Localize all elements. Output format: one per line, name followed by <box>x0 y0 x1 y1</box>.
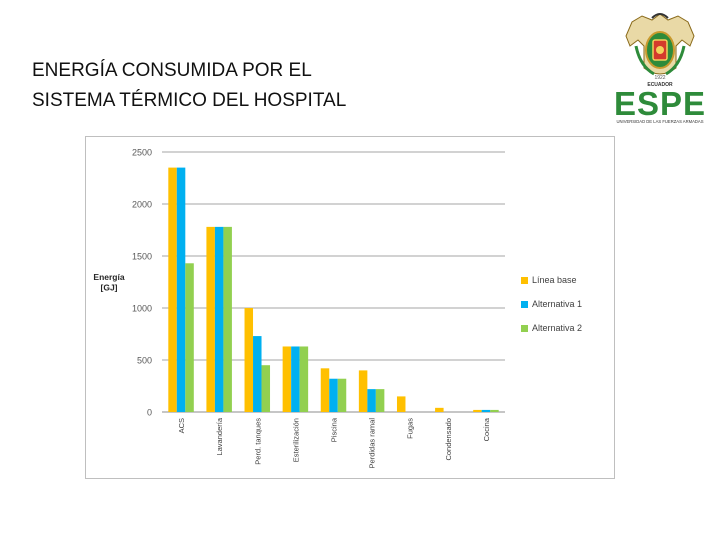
bar-8-series-1 <box>435 407 444 412</box>
bar-3-series-3 <box>261 365 271 412</box>
y-tick-label: 1000 <box>132 304 152 314</box>
bar-3-series-2 <box>253 336 262 412</box>
legend-label-2: Alternativa 1 <box>532 299 582 309</box>
slide-title-line-2: SISTEMA TÉRMICO DEL HOSPITAL <box>32 90 347 111</box>
y-axis-label: Energía [GJ] <box>93 272 124 293</box>
y-tick-label: 2000 <box>132 200 152 210</box>
x-tick-label: Fugas <box>406 418 415 439</box>
espe-logo: 1922 ECUADOR ESPE UNIVERSIDAD DE LAS FUE… <box>604 6 716 124</box>
legend-swatch-2 <box>521 301 528 308</box>
x-tick-label: Piscina <box>330 417 339 442</box>
bar-6-series-2 <box>367 389 376 412</box>
bar-1-series-2 <box>176 167 186 412</box>
bar-4-series-3 <box>299 346 309 412</box>
x-tick-label: Perdidas ramal <box>368 418 377 469</box>
logo-tagline: UNIVERSIDAD DE LAS FUERZAS ARMADAS <box>616 119 703 124</box>
y-axis-title: Energía [GJ] <box>93 272 124 293</box>
y-tick-label: 0 <box>147 408 152 418</box>
bar-7-series-1 <box>396 396 406 412</box>
slide-title-line-1: ENERGÍA CONSUMIDA POR EL <box>32 60 312 81</box>
bar-6-series-1 <box>358 370 368 412</box>
legend-swatch-3 <box>521 325 528 332</box>
x-tick-label: Lavandería <box>215 417 224 455</box>
x-tick-label: ACS <box>177 418 186 433</box>
legend-label-1: Línea base <box>532 275 577 285</box>
energy-bar-chart: 0 500 1000 1500 2000 2500 ACS Lavandería Perd. … <box>93 148 582 469</box>
x-tick-label: Condensado <box>444 418 453 461</box>
chart-bars <box>168 167 499 412</box>
bar-9-series-1 <box>473 409 482 412</box>
bar-3-series-1 <box>244 308 254 412</box>
chart-legend: Línea base Alternativa 1 Alternativa 2 <box>521 275 582 333</box>
bar-5-series-2 <box>329 378 338 412</box>
slide-title: ENERGÍA CONSUMIDA POR EL SISTEMA TÉRMICO… <box>32 56 346 116</box>
bar-9-series-3 <box>490 409 499 412</box>
bar-1-series-3 <box>185 263 194 412</box>
bar-4-series-2 <box>291 346 300 412</box>
y-axis-title-part: [GJ] <box>101 283 118 293</box>
bar-5-series-3 <box>337 378 347 412</box>
logo-country: ECUADOR <box>647 82 673 88</box>
y-tick-label: 2500 <box>132 148 152 158</box>
x-tick-label: Esterilización <box>291 418 300 462</box>
bar-2-series-1 <box>206 226 215 412</box>
logo-subtext: 1922 <box>654 75 665 81</box>
x-tick-label: Cocina <box>482 417 491 441</box>
legend-swatch-1 <box>521 277 528 284</box>
x-tick-label: Perd. tanques <box>253 418 262 465</box>
bar-6-series-3 <box>375 389 385 412</box>
crest-icon <box>625 13 695 76</box>
x-axis-ticks: ACS Lavandería Perd. tanques Esterilización… <box>177 417 491 468</box>
bar-9-series-2 <box>481 409 491 412</box>
bar-2-series-2 <box>214 226 224 412</box>
bar-4-series-1 <box>282 346 292 412</box>
y-tick-label: 500 <box>137 356 152 366</box>
y-axis-title-part: Energía <box>93 272 124 282</box>
bar-5-series-1 <box>320 368 330 412</box>
logo-wordmark: ESPE <box>614 85 706 122</box>
legend-label-3: Alternativa 2 <box>532 323 582 333</box>
y-axis-ticks: 0 500 1000 1500 2000 2500 <box>132 148 152 418</box>
bar-2-series-3 <box>223 226 232 412</box>
y-tick-label: 1500 <box>132 252 152 262</box>
bar-1-series-1 <box>168 167 177 412</box>
